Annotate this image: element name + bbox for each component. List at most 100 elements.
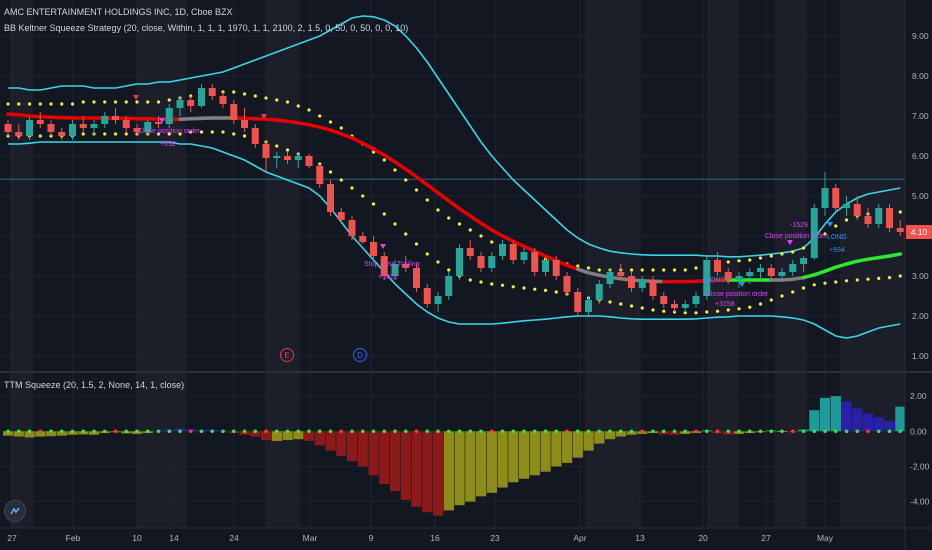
histogram-bar (3, 431, 14, 436)
squeeze-dot (651, 429, 655, 434)
trade-label: Close position order (138, 128, 201, 135)
histogram-bar (863, 413, 874, 432)
symbol-legend-title[interactable]: AMC ENTERTAINMENT HOLDINGS INC, 1D, Cboe… (4, 7, 233, 17)
basis-segment (436, 191, 451, 203)
candle-body (853, 204, 861, 216)
kc-upper-dot (737, 259, 741, 263)
kc-upper-dot (146, 100, 150, 104)
candle-body (843, 204, 850, 208)
squeeze-dot (382, 429, 387, 434)
candle-body (800, 258, 807, 264)
candle-body (896, 228, 904, 232)
kc-upper-dot (27, 102, 32, 106)
kc-upper-dot (662, 268, 666, 272)
basis-segment (285, 119, 300, 125)
trade-label: Close position order (765, 233, 828, 240)
ttm-squeeze-legend-title[interactable]: TTM Squeeze (20, 1.5, 2, None, 14, 1, cl… (4, 380, 185, 390)
histogram-bar (820, 397, 831, 432)
tradingview-logo-icon[interactable] (4, 500, 26, 522)
squeeze-dot (500, 429, 505, 434)
squeeze-shade-band (265, 0, 300, 372)
basis-segment (855, 257, 870, 263)
histogram-bar (250, 431, 261, 437)
histogram-bar (562, 431, 573, 463)
squeeze-dot (597, 429, 602, 434)
squeeze-dot (704, 429, 709, 434)
candle-body (69, 124, 76, 136)
squeeze-dot (145, 429, 150, 434)
candle-body (746, 272, 754, 276)
bollinger-bands (8, 15, 901, 339)
time-axis-label: 20 (698, 533, 708, 543)
basis-segment (457, 207, 472, 218)
candle-body (101, 116, 109, 124)
kc-upper-dot (296, 104, 300, 108)
candle-body (251, 128, 259, 144)
kc-upper-dot (640, 268, 644, 272)
squeeze-dot (457, 429, 462, 434)
squeeze-dot (608, 429, 612, 434)
kc-lower-dot (554, 290, 558, 294)
time-axis-label: 10 (132, 533, 142, 543)
strategy-legend-title[interactable]: BB Keltner Squeeze Strategy (20, close, … (4, 23, 409, 33)
kc-lower-dot (393, 222, 397, 226)
time-axis[interactable]: 27 Feb 10 14 24 Mar 9 16 23 Apr 13 20 27 May (7, 533, 834, 543)
kc-lower-dot (758, 302, 763, 306)
kc-lower-dot (285, 148, 290, 152)
trade-arrow-icon (133, 95, 139, 100)
kc-lower-dot (511, 285, 515, 289)
oscillator-axis[interactable]: 2.00 0.00 -2.00 -4.00 (910, 391, 930, 507)
squeeze-dot (522, 429, 526, 434)
squeeze-dot (70, 429, 75, 434)
squeeze-shade-band (137, 0, 186, 372)
kc-upper-dot (758, 256, 763, 260)
kc-lower-dot (103, 132, 107, 136)
squeeze-dot (317, 429, 322, 434)
trade-arrow-icon (261, 114, 267, 119)
kc-upper-dot (726, 260, 730, 264)
kc-lower-dot (178, 132, 182, 136)
candle-body (241, 120, 248, 128)
grid-lines (0, 0, 905, 528)
candle-body (488, 256, 496, 268)
trade-markers: Close position order +992 Stop Loss Traili… (133, 95, 847, 308)
squeeze-dot (780, 429, 784, 434)
candle-body (864, 216, 872, 224)
kc-upper-dot (339, 126, 343, 130)
histogram-bar (615, 431, 626, 437)
basis-segment (586, 271, 601, 277)
histogram-bar (508, 431, 519, 483)
squeeze-dot (876, 429, 881, 434)
histogram-bar (884, 420, 895, 432)
squeeze-dot (350, 429, 354, 434)
candle-body (36, 120, 44, 124)
kc-lower-dot (823, 281, 827, 285)
histogram-bar (422, 431, 433, 513)
candle-body (466, 248, 474, 256)
histogram-bar (304, 431, 315, 441)
squeeze-shade-band (775, 373, 807, 528)
kc-upper-dot (253, 94, 257, 98)
kc-upper-dot (38, 102, 42, 106)
candle-body (294, 156, 302, 160)
kc-lower-dot (533, 287, 537, 291)
last-price-background (906, 225, 932, 239)
squeeze-dot (156, 429, 161, 434)
squeeze-shade-band (10, 373, 33, 528)
squeeze-dot (274, 429, 279, 434)
price-axis[interactable]: 9.008.007.006.005.004.003.002.001.00 (912, 31, 929, 361)
kc-lower-dot (232, 132, 236, 136)
kc-upper-dot (318, 114, 322, 118)
candle-body (284, 156, 291, 160)
squeeze-dot (113, 429, 118, 434)
squeeze-shade-band (585, 373, 640, 528)
squeeze-dot (769, 429, 774, 434)
candle-body (681, 304, 689, 308)
histogram-bar (594, 431, 605, 444)
kc-lower-dot (81, 132, 85, 136)
candle-body (79, 124, 87, 128)
squeeze-dot (532, 429, 537, 434)
candle-body (380, 256, 388, 276)
